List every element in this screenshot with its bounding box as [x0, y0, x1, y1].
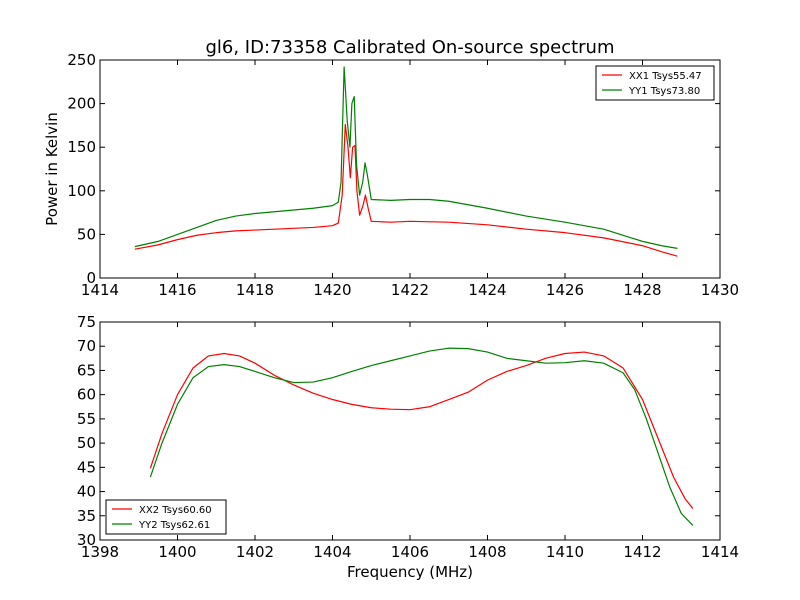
top-x-tick-label: 1420: [313, 281, 351, 299]
top-panel: 1414 1416 1418 1420 1422 1424 1426 1428 1430 0 50 1…: [43, 51, 739, 299]
bottom-x-tick-label: 1408: [468, 543, 506, 561]
top-y-tick-label: 150: [67, 138, 96, 156]
bottom-x-tick-label: 1398: [81, 543, 119, 561]
bottom-series-line-1: [149, 351, 694, 509]
top-y-tick-label: 0: [86, 269, 96, 287]
bottom-x-tick-label: 1414: [701, 543, 739, 561]
bottom-x-tick-label: 1400: [158, 543, 196, 561]
top-x-tick-label: 1422: [391, 281, 429, 299]
top-x-tick-label: 1416: [158, 281, 196, 299]
bottom-series-line-2: [149, 347, 694, 526]
bottom-x-tick-label: 1410: [546, 543, 584, 561]
bottom-legend-box: [105, 499, 227, 535]
bottom-y-tick-label: 50: [77, 434, 96, 452]
bottom-x-tick-label: 1406: [391, 543, 429, 561]
bottom-legend-label-1: XX2 Tsys60.60: [139, 505, 212, 516]
bottom-panel: 1398 1400 1402 1404 1406 1408 1410 1412 1414 30 35…: [77, 313, 739, 561]
figure-title: gl6, ID:73358 Calibrated On-source spect…: [205, 37, 614, 58]
top-y-tick-label: 100: [67, 182, 96, 200]
bottom-y-tick-label: 60: [77, 386, 96, 404]
bottom-y-tick-label: 55: [77, 410, 96, 428]
bottom-y-tick-label: 70: [77, 337, 96, 355]
bottom-x-tick-label: 1404: [313, 543, 351, 561]
bottom-y-tick-label: 75: [77, 313, 96, 331]
bottom-y-tick-label: 30: [77, 531, 96, 549]
bottom-y-tick-label: 35: [77, 507, 96, 525]
top-legend-label-1: XX1 Tsys55.47: [629, 71, 702, 82]
top-legend-label-2: YY1 Tsys73.80: [628, 86, 700, 97]
top-x-tick-label: 1426: [546, 281, 584, 299]
top-x-tick-label: 1424: [468, 281, 506, 299]
top-y-tick-label: 200: [67, 95, 96, 113]
top-y-axis-label: Power in Kelvin: [43, 112, 61, 226]
top-legend-box: [595, 65, 715, 101]
bottom-x-tick-label: 1402: [236, 543, 274, 561]
top-series-line-1: [134, 123, 678, 257]
bottom-x-tick-label: 1412: [623, 543, 661, 561]
bottom-y-tick-label: 40: [77, 483, 96, 501]
top-x-tick-label: 1418: [236, 281, 274, 299]
top-y-tick-label: 250: [67, 51, 96, 69]
top-x-tick-label: 1428: [623, 281, 661, 299]
top-x-tick-label: 1414: [81, 281, 119, 299]
top-x-tick-label: 1430: [701, 281, 739, 299]
bottom-legend-label-2: YY2 Tsys62.61: [138, 520, 210, 531]
top-y-tick-label: 50: [77, 225, 96, 243]
bottom-y-tick-label: 65: [77, 361, 96, 379]
top-series-line-2: [134, 66, 678, 249]
bottom-y-tick-label: 45: [77, 458, 96, 476]
figure-xlabel: Frequency (MHz): [347, 563, 473, 581]
